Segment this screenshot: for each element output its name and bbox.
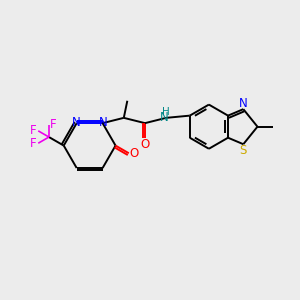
Text: N: N	[239, 97, 248, 110]
Text: F: F	[30, 124, 37, 137]
Text: F: F	[50, 118, 57, 130]
Text: O: O	[140, 138, 150, 151]
Text: N: N	[98, 116, 107, 129]
Text: S: S	[240, 144, 247, 157]
Text: F: F	[30, 137, 37, 150]
Text: H: H	[162, 107, 170, 117]
Text: N: N	[72, 116, 81, 129]
Text: N: N	[160, 111, 168, 124]
Text: O: O	[129, 147, 138, 160]
